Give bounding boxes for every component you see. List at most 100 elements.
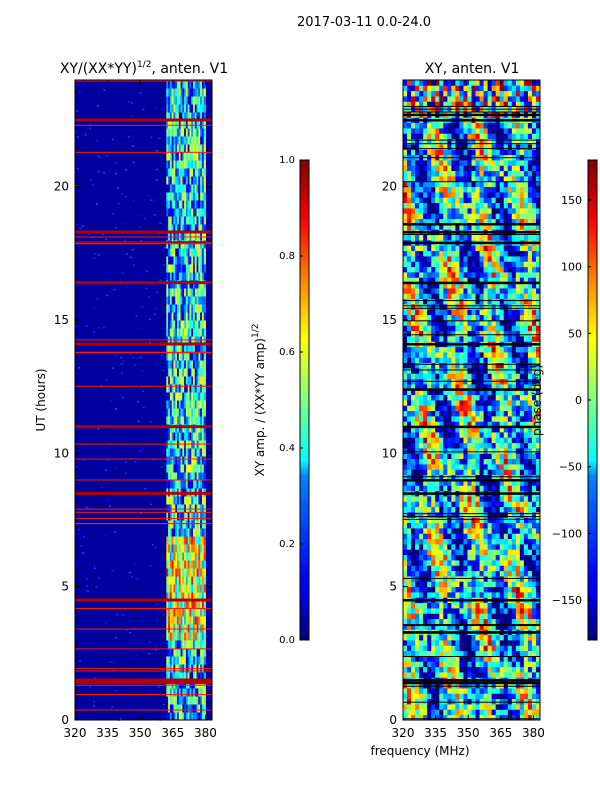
phase-cell <box>520 709 524 715</box>
phase-cell <box>459 400 463 406</box>
phase-cell <box>520 565 524 571</box>
phase-cell <box>427 523 431 529</box>
phase-cell <box>480 336 484 342</box>
phase-cell <box>455 501 459 507</box>
phase-cell <box>407 357 411 363</box>
phase-cell <box>427 635 431 641</box>
phase-cell <box>447 432 451 438</box>
phase-cell <box>419 405 423 411</box>
phase-cell <box>423 368 427 374</box>
phase-cell <box>504 485 508 491</box>
phase-cell <box>435 272 439 278</box>
phase-cell <box>415 501 419 507</box>
phase-cell <box>516 555 520 561</box>
phase-cell <box>476 309 480 315</box>
amplitude-band-cell <box>204 576 206 585</box>
phase-cell <box>532 309 536 315</box>
phase-cell <box>403 704 407 710</box>
phase-cell <box>467 352 471 358</box>
phase-cell <box>463 373 467 379</box>
phase-cell <box>472 603 476 609</box>
amplitude-noise-cell <box>103 172 105 174</box>
phase-cell <box>443 336 447 342</box>
phase-cell <box>528 539 532 545</box>
phase-cell <box>451 288 455 294</box>
phase-cell <box>463 523 467 529</box>
phase-cell <box>411 357 415 363</box>
phase-cell <box>415 533 419 539</box>
phase-cell <box>512 613 516 619</box>
phase-cell <box>500 709 504 715</box>
phase-cell <box>492 672 496 678</box>
phase-cell <box>435 523 439 529</box>
phase-cell <box>528 357 532 363</box>
phase-cell <box>480 496 484 502</box>
phase-cell <box>467 347 471 353</box>
phase-cell <box>431 363 435 369</box>
phase-cell <box>419 443 423 449</box>
amplitude-band-cell <box>204 152 206 161</box>
amplitude-flagged-row <box>75 694 212 695</box>
phase-cell <box>524 395 528 401</box>
amplitude-band-cell <box>204 320 206 329</box>
amplitude-band-cell <box>204 528 206 537</box>
phase-cell <box>532 555 536 561</box>
phase-cell <box>427 528 431 534</box>
amplitude-noise-cell <box>88 233 90 235</box>
amplitude-flagged-row <box>75 648 212 649</box>
phase-cell <box>443 603 447 609</box>
phase-cell <box>492 443 496 449</box>
phase-cell <box>455 613 459 619</box>
phase-cell <box>524 496 528 502</box>
phase-cell <box>423 464 427 470</box>
phase-cell <box>492 352 496 358</box>
phase-cell <box>431 699 435 705</box>
phase-cell <box>403 485 407 491</box>
amplitude-noise-cell <box>106 295 108 297</box>
phase-cell <box>500 549 504 555</box>
amplitude-noise-cell <box>132 200 134 202</box>
phase-cell <box>492 560 496 566</box>
amplitude-noise-cell <box>85 666 87 668</box>
amplitude-noise-cell <box>137 357 139 359</box>
phase-cell <box>411 501 415 507</box>
amplitude-noise-cell <box>132 249 134 251</box>
phase-cell <box>524 272 528 278</box>
phase-cell <box>508 661 512 667</box>
phase-cell <box>532 661 536 667</box>
phase-cell <box>500 485 504 491</box>
amplitude-noise-cell <box>83 536 85 538</box>
amplitude-flagged-row <box>75 444 212 445</box>
phase-cell <box>443 331 447 337</box>
phase-cell <box>532 517 536 523</box>
phase-cell <box>500 635 504 641</box>
amplitude-band-cell <box>204 392 206 401</box>
phase-cell <box>467 315 471 321</box>
amplitude-noise-cell <box>109 148 111 150</box>
phase-cell <box>516 571 520 577</box>
phase-cell <box>411 267 415 273</box>
phase-cell <box>516 688 520 694</box>
phase-cell <box>492 709 496 715</box>
phase-cell <box>423 608 427 614</box>
phase-cell <box>467 587 471 593</box>
phase-cell <box>463 501 467 507</box>
amplitude-noise-cell <box>115 173 117 175</box>
phase-cell <box>524 603 528 609</box>
phase-cell <box>504 453 508 459</box>
phase-cell <box>508 651 512 657</box>
amplitude-noise-cell <box>162 369 164 371</box>
phase-cell <box>403 603 407 609</box>
phase-cell <box>496 555 500 561</box>
phase-cell <box>472 315 476 321</box>
phase-cell <box>423 539 427 545</box>
phase-cell <box>407 437 411 443</box>
phase-cell <box>455 544 459 550</box>
phase-cell <box>419 315 423 321</box>
phase-cell <box>480 395 484 401</box>
phase-cell <box>423 395 427 401</box>
phase-cell <box>431 709 435 715</box>
phase-cell <box>411 464 415 470</box>
phase-cell <box>508 507 512 513</box>
amplitude-flagged-row <box>75 710 212 711</box>
